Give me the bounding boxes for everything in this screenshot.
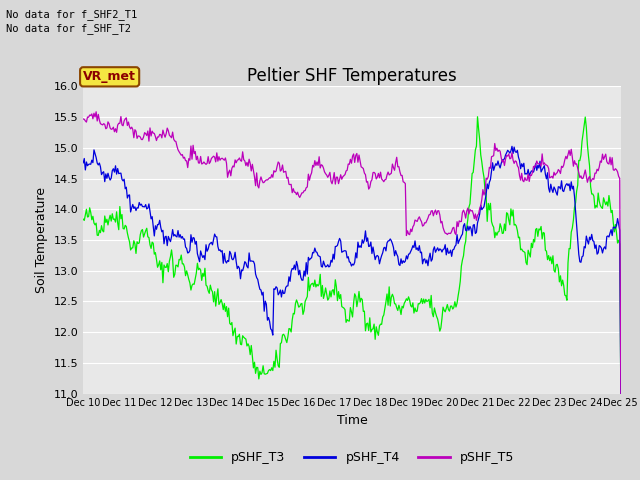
pSHF_T5: [521, 175, 529, 180]
Title: Peltier SHF Temperatures: Peltier SHF Temperatures: [247, 67, 457, 85]
pSHF_T3: [79, 216, 87, 222]
pSHF_T4: [399, 258, 407, 264]
pSHF_T3: [474, 114, 481, 120]
pSHF_T5: [92, 109, 100, 115]
pSHF_T3: [399, 305, 407, 311]
pSHF_T3: [338, 304, 346, 310]
pSHF_T5: [79, 116, 87, 122]
Text: VR_met: VR_met: [83, 71, 136, 84]
Legend: pSHF_T3, pSHF_T4, pSHF_T5: pSHF_T3, pSHF_T4, pSHF_T5: [185, 446, 519, 469]
pSHF_T4: [617, 391, 625, 396]
pSHF_T3: [617, 391, 625, 396]
Line: pSHF_T3: pSHF_T3: [83, 117, 621, 394]
Line: pSHF_T4: pSHF_T4: [83, 146, 621, 394]
X-axis label: Time: Time: [337, 414, 367, 427]
pSHF_T3: [371, 321, 378, 327]
Y-axis label: Soil Temperature: Soil Temperature: [35, 187, 48, 293]
pSHF_T5: [605, 161, 612, 167]
pSHF_T5: [401, 180, 408, 185]
pSHF_T4: [605, 234, 612, 240]
pSHF_T4: [338, 250, 346, 255]
pSHF_T3: [335, 289, 342, 295]
pSHF_T4: [79, 160, 87, 166]
Line: pSHF_T5: pSHF_T5: [83, 112, 621, 394]
pSHF_T3: [605, 192, 612, 198]
pSHF_T5: [339, 174, 347, 180]
pSHF_T3: [521, 250, 529, 255]
Text: No data for f_SHF2_T1: No data for f_SHF2_T1: [6, 9, 138, 20]
pSHF_T4: [335, 239, 342, 244]
pSHF_T4: [508, 144, 516, 149]
pSHF_T5: [336, 177, 344, 182]
pSHF_T4: [371, 251, 378, 256]
pSHF_T5: [617, 391, 625, 396]
pSHF_T5: [371, 171, 379, 177]
Text: No data for f_SHF_T2: No data for f_SHF_T2: [6, 23, 131, 34]
pSHF_T4: [521, 171, 529, 177]
